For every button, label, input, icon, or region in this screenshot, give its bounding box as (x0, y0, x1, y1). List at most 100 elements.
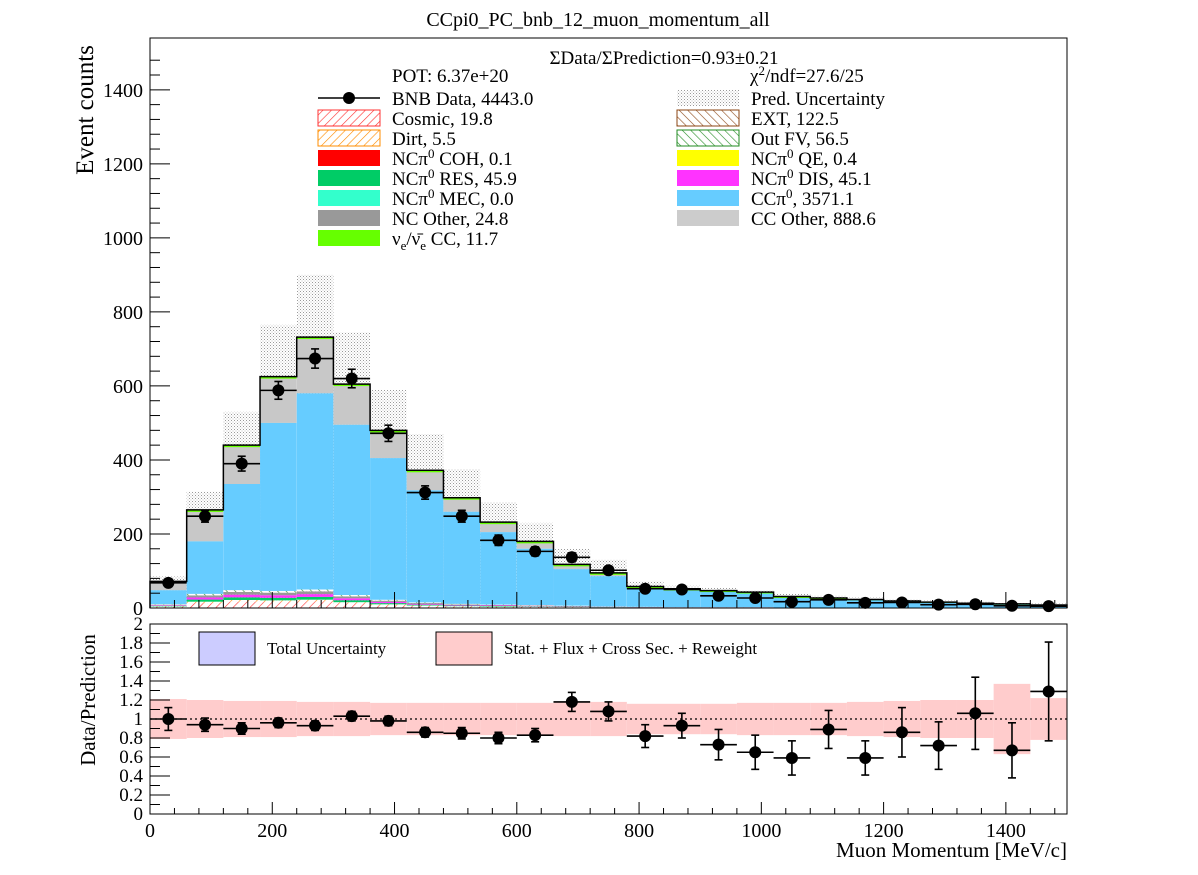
data-point (333, 368, 371, 389)
ratio-y-tick-label: 0.6 (119, 747, 143, 768)
legend-entry: Dirt, 5.5 (317, 129, 456, 150)
ratio-point (846, 740, 884, 776)
ccpi0-bar (663, 590, 701, 608)
ncpi0-dis-bar (406, 603, 444, 605)
data-point (223, 455, 261, 472)
data-point (260, 380, 297, 401)
legend-entry: NCπ0 DIS, 45.1 (677, 166, 872, 190)
ratio-y-tick-label: 2 (134, 614, 144, 635)
cosmic-bar (223, 601, 261, 608)
cosmic-bar (516, 606, 554, 608)
dirt-bar (333, 602, 371, 604)
nc-other-bar (370, 600, 407, 602)
ratio-point (406, 726, 444, 739)
x-tick-label: 600 (502, 820, 532, 842)
legend-entry: νe/ν̄e CC, 11.7 (318, 229, 498, 253)
ratio-legend-entry: Stat. + Flux + Cross Sec. + Reweight (435, 631, 757, 666)
cc-other-bar (406, 470, 444, 491)
ncpi0-dis-bar (333, 598, 371, 601)
ratio-y-tick-label: 1.4 (119, 671, 143, 692)
x-tick-label: 1400 (986, 820, 1026, 842)
legend-label: NCπ0 MEC, 0.0 (392, 186, 514, 210)
ratio-point (223, 721, 261, 736)
y-tick-label: 200 (113, 524, 143, 546)
y-tick-label: 800 (113, 302, 143, 324)
ncpi0-dis-bar (223, 594, 261, 598)
cc-other-bar (553, 564, 591, 570)
ncpi0-dis-bar (296, 594, 334, 597)
ccpi0-bar (590, 576, 627, 607)
data-point (480, 534, 517, 547)
legend-label: NCπ0 COH, 0.1 (392, 146, 513, 170)
ratio-point (186, 717, 224, 733)
ratio-point (296, 719, 334, 732)
ratio-point (260, 716, 297, 729)
ratio-y-tick-label: 0 (134, 804, 144, 825)
ncpi0-dis-bar (186, 597, 224, 600)
chart-title: CCpi0_PC_bnb_12_muon_momentum_all (426, 9, 770, 31)
ratio-legend: Total Uncertainty Stat. + Flux + Cross Se… (198, 631, 757, 666)
pot-text: POT: 6.37e+20 (392, 66, 508, 87)
dirt-bar (223, 600, 261, 602)
ccpi0-bar (370, 458, 407, 600)
ncpi0-res-bar (443, 605, 481, 607)
cosmic-bar (296, 601, 334, 608)
legend: BNB Data, 4443.0 Pred. Uncertainty Cosmic,… (317, 89, 886, 253)
ratio-point (700, 728, 737, 761)
data-point (920, 598, 957, 611)
data-point (553, 551, 591, 564)
outfv-bar (260, 590, 297, 593)
cc-other-bar (480, 522, 517, 533)
plot-frame (149, 37, 1068, 609)
ncpi0-res-bar (296, 596, 334, 600)
legend-entry: EXT, 122.5 (676, 109, 839, 130)
cosmic-bar (480, 606, 517, 608)
ratio-y-tick-label: 0.2 (119, 785, 143, 806)
dirt-bar (370, 604, 407, 606)
ncpi0-res-bar (150, 605, 187, 607)
y-tick-label: 1000 (103, 228, 143, 250)
ccpi0-bar (186, 541, 224, 594)
legend-label: νe/ν̄e CC, 11.7 (392, 229, 498, 253)
data-point (296, 348, 334, 369)
legend-label: NCπ0 RES, 45.9 (392, 166, 517, 190)
ncpi0-res-bar (223, 597, 261, 601)
ratio-point (333, 710, 371, 723)
nc-other-bar (223, 592, 261, 595)
legend-entry: NCπ0 MEC, 0.0 (318, 186, 514, 210)
cosmic-bar (370, 605, 407, 608)
data-point (516, 545, 554, 558)
ratio-y-tick-label: 1.2 (119, 690, 143, 711)
outfv-bar (223, 590, 261, 593)
ratio-point (370, 714, 407, 727)
ratio-x-axis-ticks: 0 200 400 600 800 1000 1200 1400 (145, 802, 1056, 842)
nc-other-bar (333, 596, 371, 599)
legend-label: NCπ0 DIS, 45.1 (751, 166, 872, 190)
x-axis-label: Muon Momentum [MeV/c] (836, 838, 1067, 862)
ratio-y-tick-label: 1 (134, 709, 144, 730)
ccpi0-bar (296, 393, 334, 590)
ratio-point (590, 701, 627, 722)
cc-other-bar (333, 384, 371, 425)
ratio-y-tick-label: 0.4 (119, 766, 143, 787)
cc-other-bar (516, 541, 554, 549)
outfv-bar (296, 589, 334, 592)
data-point (443, 509, 481, 523)
ratio-point (1030, 641, 1067, 742)
ncpi0-res-bar (370, 603, 407, 605)
ccpi0-bar (150, 590, 187, 605)
data-point (773, 595, 811, 608)
ccpi0-bar (443, 511, 481, 604)
nue-cc-bar (260, 376, 297, 379)
ratio-point (956, 676, 994, 751)
outfv-bar (406, 602, 444, 604)
legend-entry: Out FV, 56.5 (676, 129, 849, 150)
data-point (406, 485, 444, 500)
nue-cc-bar (516, 541, 554, 544)
ccpi0-bar (516, 548, 554, 606)
legend-entry: CC Other, 888.6 (677, 209, 876, 230)
x-axis-ticks (149, 592, 1056, 608)
ncpi0-res-bar (186, 599, 224, 602)
data-point (590, 564, 627, 577)
